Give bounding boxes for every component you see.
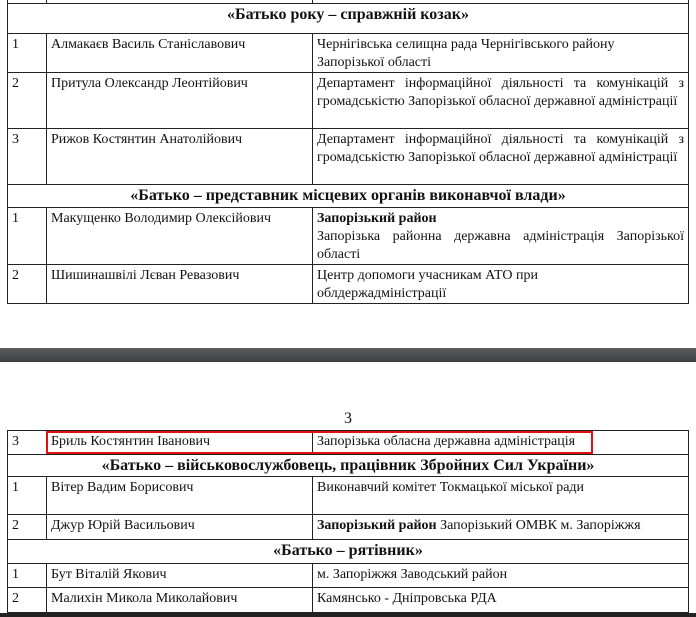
nominee-organization: Камянсько - Дніпровська РДА xyxy=(312,587,689,613)
row-number: 1 xyxy=(7,33,47,73)
section-header: «Батько – військовослужбовець, працівник… xyxy=(7,454,689,477)
nominee-organization: Департамент інформаційної діяльності та … xyxy=(312,128,689,185)
row-number: 2 xyxy=(7,264,47,304)
table-row: 2 Шишинашвілі Лєван Ревазович Центр допомо… xyxy=(7,264,689,304)
nominee-name: Алмакаєв Василь Станіславович xyxy=(46,33,313,73)
nominee-name: Джур Юрій Васильович xyxy=(46,514,313,540)
section-header: «Батько – представник місцевих органів в… xyxy=(7,184,689,208)
section-header: «Батько – рятівник» xyxy=(7,539,689,564)
nominees-table-page-2: «Батько року – справжній козак» 1 Алмакає… xyxy=(7,0,689,304)
highlight-box xyxy=(46,431,593,454)
table-row: 1 Алмакаєв Василь Станіславович Чернігівсь… xyxy=(7,33,689,73)
table-row: 1 Макущенко Володимир Олексійович Запорізь… xyxy=(7,207,689,265)
table-row: 3 Рижов Костянтин Анатолійович Департамент… xyxy=(7,128,689,185)
page-separator xyxy=(0,348,696,362)
nominee-name: Макущенко Володимир Олексійович xyxy=(46,207,313,265)
row-number: 1 xyxy=(7,476,47,515)
nominee-name: Притула Олександр Леонтійович xyxy=(46,72,313,129)
nominees-table-page-3: 3 Бриль Костянтин Іванович Запорізька обла… xyxy=(7,430,689,613)
section-title: «Батько – військовослужбовець, працівник… xyxy=(7,454,689,477)
nominee-name: Малихін Микола Миколайович xyxy=(46,587,313,613)
table-row: 2 Джур Юрій Васильович Запорізький район З… xyxy=(7,514,689,540)
bottom-border xyxy=(0,613,696,617)
nominee-organization: Запорізький район Запорізький ОМВК м. За… xyxy=(312,514,689,540)
row-number: 2 xyxy=(7,514,47,540)
organization-text: Запорізька районна державна адміністраці… xyxy=(317,229,684,262)
table-row: 3 Бриль Костянтин Іванович Запорізька обла… xyxy=(7,430,689,455)
section-header: «Батько року – справжній козак» xyxy=(7,3,689,34)
organization-text: Запорізький ОМВК м. Запоріжжя xyxy=(440,518,641,533)
row-number: 3 xyxy=(7,430,47,455)
row-number: 1 xyxy=(7,207,47,265)
section-title: «Батько року – справжній козак» xyxy=(7,3,689,34)
district-label: Запорізький район xyxy=(317,518,437,533)
page-number: 3 xyxy=(344,410,352,427)
section-title: «Батько – рятівник» xyxy=(7,539,689,564)
nominee-name: Шишинашвілі Лєван Ревазович xyxy=(46,264,313,304)
nominee-name: Бриль Костянтин Іванович xyxy=(46,430,313,455)
nominee-organization: Департамент інформаційної діяльності та … xyxy=(312,72,689,129)
row-number: 1 xyxy=(7,563,47,588)
nominee-organization: м. Запоріжжя Заводський район xyxy=(312,563,689,588)
section-title: «Батько – представник місцевих органів в… xyxy=(7,184,689,208)
nominee-organization: Запорізький район Запорізька районна держ… xyxy=(312,207,689,265)
table-row: 1 Бут Віталій Якович м. Запоріжжя Заводськ… xyxy=(7,563,689,588)
table-row: 1 Вітер Вадим Борисович Виконавчий комітет… xyxy=(7,476,689,515)
nominee-name: Вітер Вадим Борисович xyxy=(46,476,313,515)
nominee-organization: Виконавчий комітет Токмацької міської ра… xyxy=(312,476,689,515)
table-row: 2 Притула Олександр Леонтійович Департамен… xyxy=(7,72,689,129)
row-number: 2 xyxy=(7,72,47,129)
row-number: 3 xyxy=(7,128,47,185)
row-number: 2 xyxy=(7,587,47,613)
table-row: 2 Малихін Микола Миколайович Камянсько - Д… xyxy=(7,587,689,613)
nominee-name: Рижов Костянтин Анатолійович xyxy=(46,128,313,185)
nominee-organization: Центр допомоги учасникам АТО при облдерж… xyxy=(312,264,689,304)
district-label: Запорізький район xyxy=(317,211,437,226)
nominee-organization: Чернігівська селищна рада Чернігівського… xyxy=(312,33,689,73)
nominee-name: Бут Віталій Якович xyxy=(46,563,313,588)
